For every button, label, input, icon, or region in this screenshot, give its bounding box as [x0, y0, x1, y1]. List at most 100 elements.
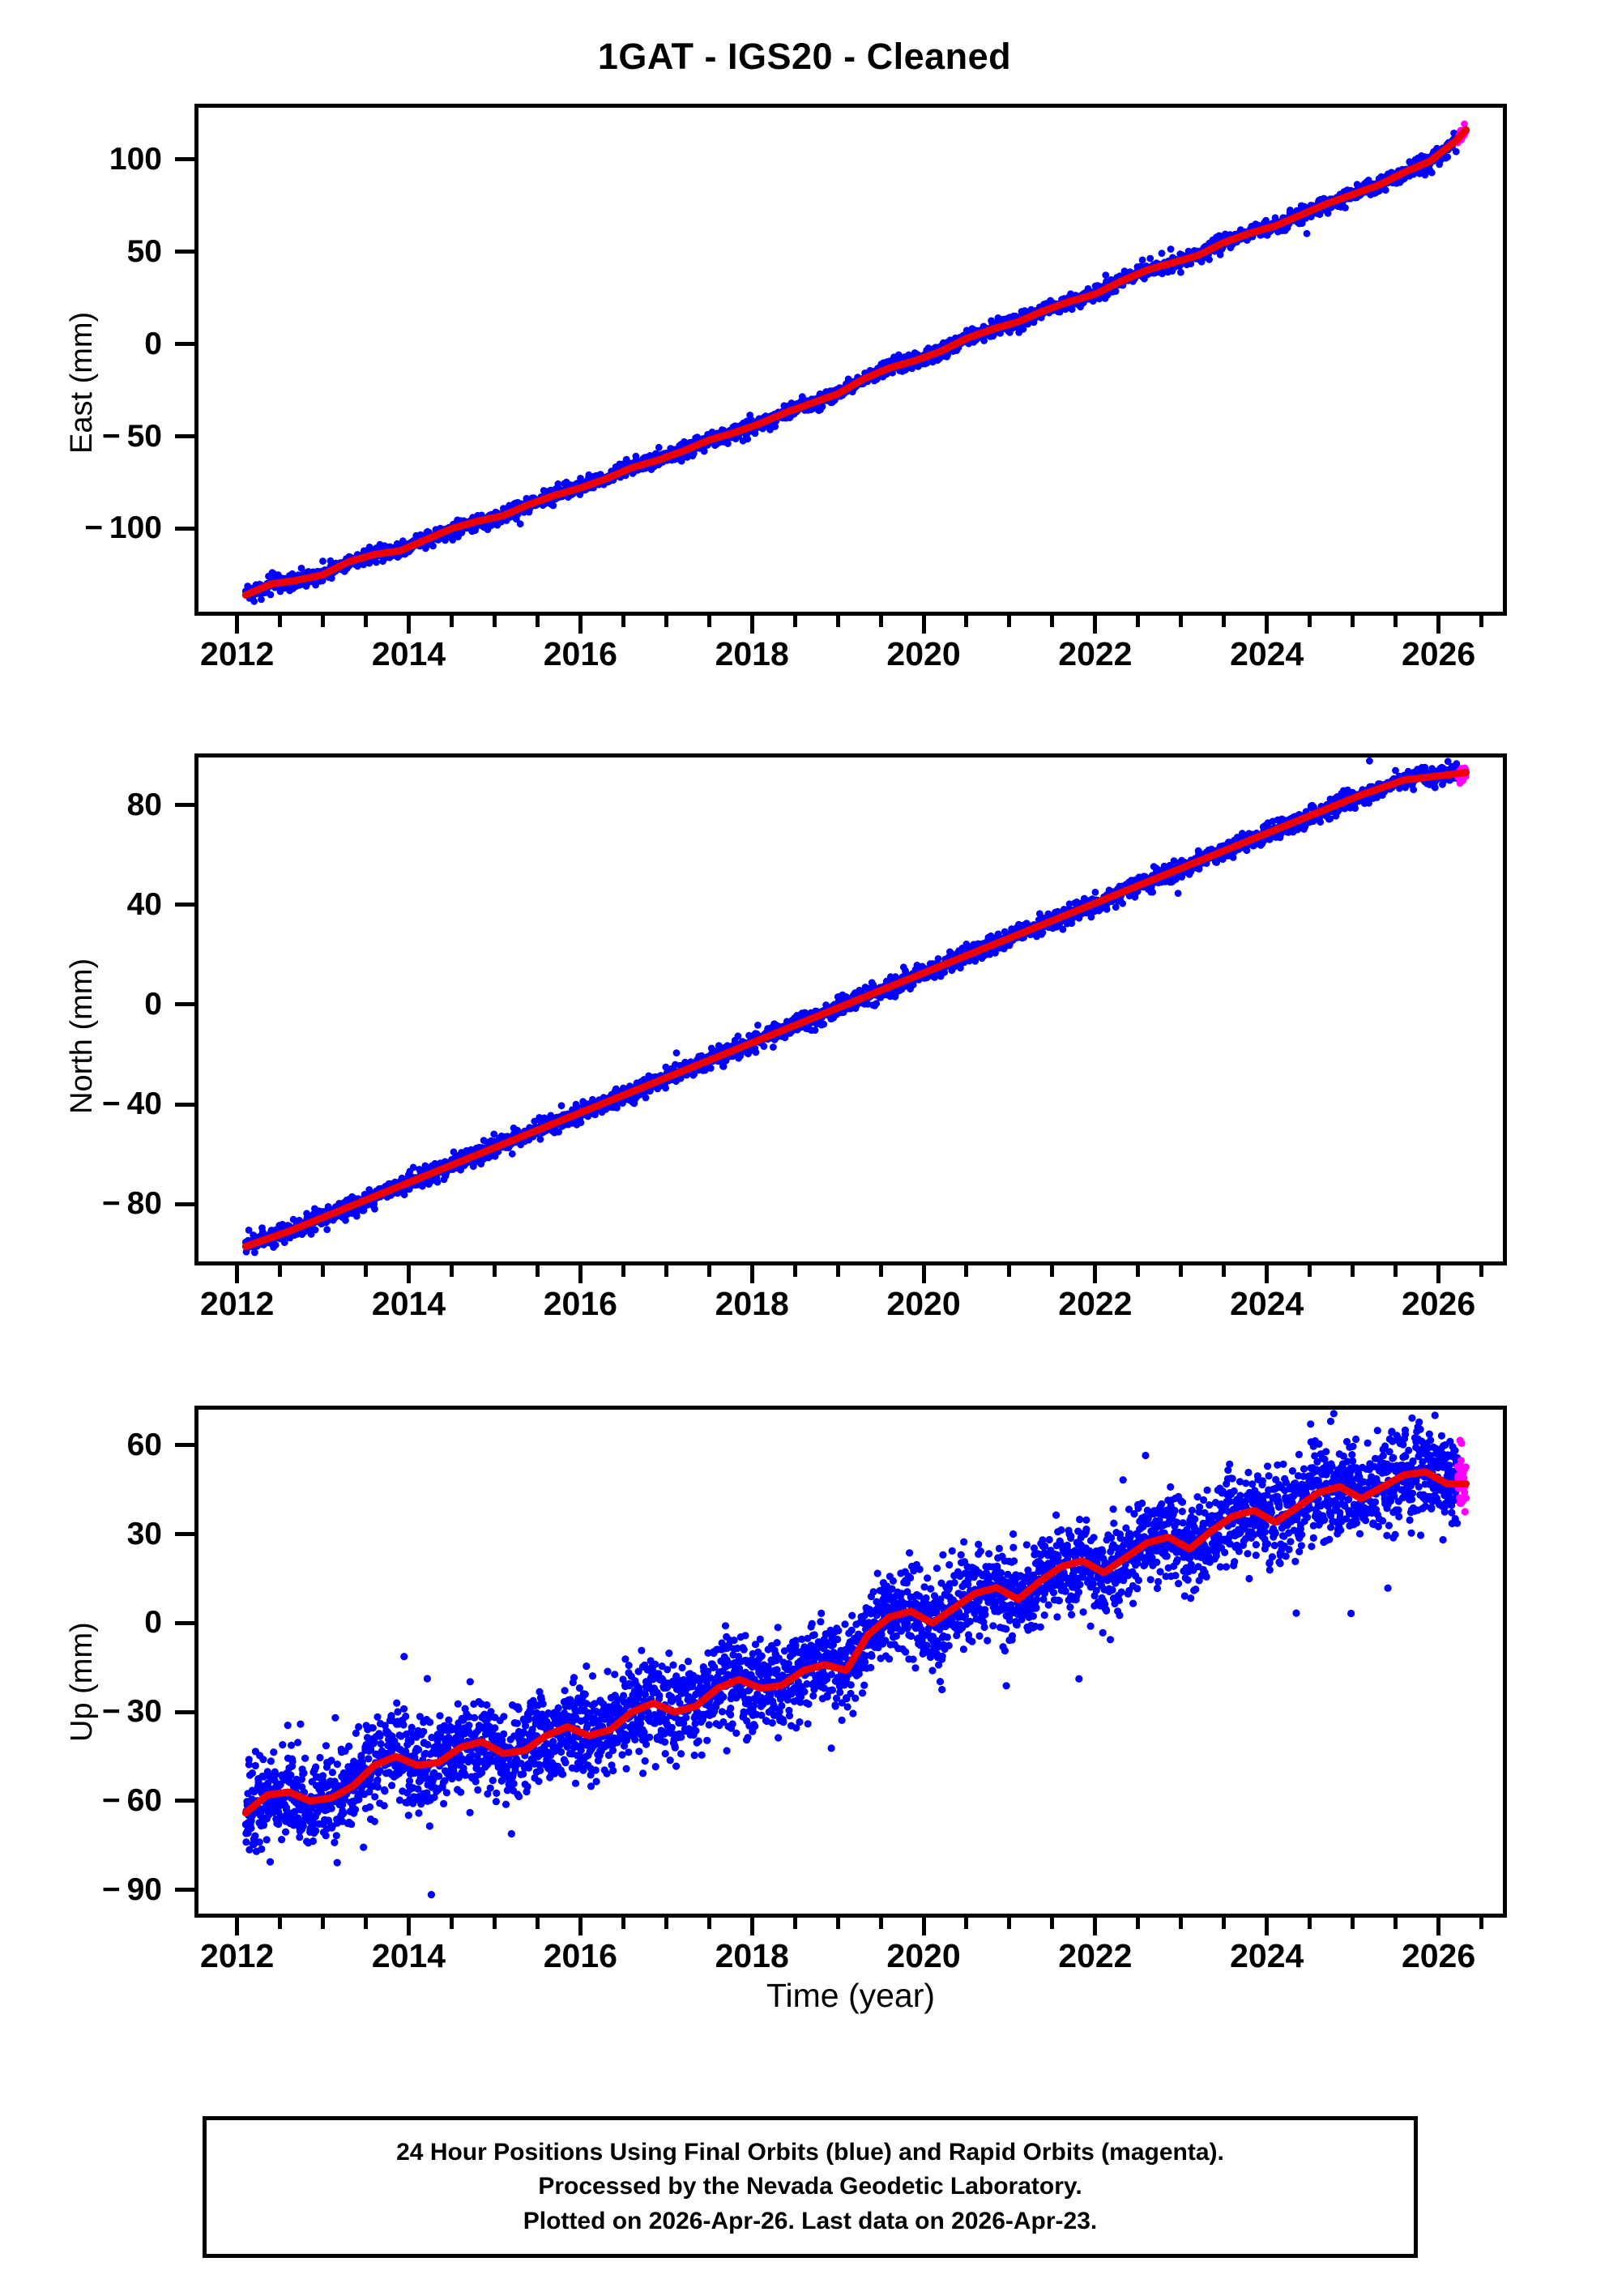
x-tick-mark-minor — [1050, 616, 1055, 627]
y-tick-label: 30 — [126, 1516, 162, 1551]
y-tick-label: − 50 — [102, 418, 162, 454]
x-tick-mark-minor — [835, 1918, 840, 1929]
page-title: 1GAT - IGS20 - Cleaned — [597, 36, 1012, 77]
x-tick-mark-major — [235, 1918, 240, 1935]
y-tick-mark — [175, 1201, 194, 1206]
x-tick-mark-major — [749, 1265, 754, 1283]
y-tick-label: − 90 — [102, 1871, 162, 1907]
x-tick-mark-minor — [1308, 1265, 1312, 1277]
y-tick-label: 0 — [144, 1605, 162, 1641]
x-tick-mark-minor — [878, 1265, 883, 1277]
x-tick-mark-major — [407, 616, 411, 634]
x-tick-mark-minor — [706, 616, 711, 627]
x-tick-mark-minor — [1179, 616, 1184, 627]
x-tick-mark-major — [578, 616, 583, 634]
y-tick-mark — [175, 1799, 194, 1803]
x-tick-mark-minor — [621, 616, 625, 627]
x-tick-mark-minor — [535, 1265, 540, 1277]
x-tick-mark-minor — [706, 1265, 711, 1277]
y-tick-label: 40 — [126, 886, 162, 922]
x-tick-label: 2016 — [543, 1285, 617, 1322]
y-tick-mark — [175, 1002, 194, 1007]
x-tick-mark-major — [1436, 616, 1441, 634]
y-tick-mark — [175, 1888, 194, 1893]
x-tick-mark-minor — [1050, 1265, 1055, 1277]
x-tick-mark-minor — [878, 1918, 883, 1929]
x-tick-label: 2012 — [200, 1285, 275, 1322]
x-tick-mark-minor — [535, 616, 540, 627]
x-tick-label: 2020 — [886, 1285, 961, 1322]
x-tick-mark-major — [407, 1265, 411, 1283]
y-tick-mark — [175, 1532, 194, 1537]
x-tick-mark-minor — [1479, 1918, 1484, 1929]
y-tick-label: 0 — [144, 326, 162, 361]
x-tick-mark-minor — [664, 1265, 668, 1277]
x-tick-mark-minor — [492, 1265, 497, 1277]
up-data-canvas — [241, 1410, 1470, 1899]
x-tick-mark-minor — [321, 616, 326, 627]
x-tick-mark-minor — [835, 616, 840, 627]
x-tick-label: 2026 — [1401, 1285, 1476, 1322]
y-tick-mark — [175, 250, 194, 254]
x-tick-mark-minor — [1393, 1918, 1398, 1929]
x-tick-label: 2018 — [715, 1285, 789, 1322]
y-tick-mark — [175, 526, 194, 531]
x-tick-mark-major — [578, 1918, 583, 1935]
x-tick-label: 2014 — [371, 635, 446, 672]
y-tick-label: − 40 — [102, 1086, 162, 1121]
x-tick-mark-minor — [1050, 1918, 1055, 1929]
x-tick-label: 2016 — [543, 635, 617, 672]
x-tick-mark-minor — [1007, 1265, 1012, 1277]
footer-line-2: Processed by the Nevada Geodetic Laborat… — [538, 2173, 1082, 2200]
x-tick-mark-major — [921, 1918, 926, 1935]
x-tick-label: 2026 — [1401, 635, 1476, 672]
x-tick-mark-major — [1265, 1265, 1270, 1283]
y-tick-label: − 100 — [84, 510, 162, 546]
footer-line-3: Plotted on 2026-Apr-26. Last data on 202… — [523, 2207, 1098, 2234]
x-tick-mark-minor — [621, 1918, 625, 1929]
y-tick-label: − 30 — [102, 1694, 162, 1730]
x-tick-mark-major — [1265, 1918, 1270, 1935]
x-tick-mark-major — [1093, 1918, 1098, 1935]
y-tick-label: 0 — [144, 986, 162, 1022]
x-tick-mark-minor — [364, 1265, 369, 1277]
x-tick-mark-major — [921, 1265, 926, 1283]
x-tick-mark-minor — [449, 1265, 454, 1277]
east-data-canvas — [241, 120, 1470, 605]
x-tick-mark-major — [1436, 1265, 1441, 1283]
x-tick-mark-minor — [1479, 616, 1484, 627]
x-tick-mark-minor — [1351, 1265, 1355, 1277]
x-tick-label: 2020 — [886, 635, 961, 672]
model-fit-line — [241, 126, 1470, 599]
x-axis-label: Time (year) — [766, 1977, 936, 2014]
x-tick-label: 2022 — [1058, 1285, 1133, 1322]
x-tick-label: 2016 — [543, 1937, 617, 1974]
x-tick-mark-minor — [364, 1918, 369, 1929]
x-tick-label: 2022 — [1058, 1937, 1133, 1974]
x-tick-mark-minor — [321, 1265, 326, 1277]
x-tick-mark-minor — [278, 1918, 283, 1929]
x-tick-mark-minor — [964, 616, 969, 627]
x-tick-mark-minor — [1007, 1918, 1012, 1929]
x-tick-label: 2022 — [1058, 635, 1133, 672]
y-tick-mark — [175, 1620, 194, 1625]
x-tick-mark-minor — [321, 1918, 326, 1929]
y-tick-label: 100 — [109, 141, 162, 177]
x-tick-mark-major — [407, 1918, 411, 1935]
x-tick-label: 2026 — [1401, 1937, 1476, 1974]
x-tick-label: 2024 — [1230, 1937, 1304, 1974]
y-tick-label: 60 — [126, 1427, 162, 1462]
y-tick-mark — [175, 903, 194, 907]
x-tick-label: 2024 — [1230, 635, 1304, 672]
x-tick-mark-minor — [621, 1265, 625, 1277]
x-tick-mark-minor — [1351, 1918, 1355, 1929]
y-tick-label: − 60 — [102, 1782, 162, 1818]
x-tick-mark-minor — [1222, 1918, 1227, 1929]
x-tick-label: 2024 — [1230, 1285, 1304, 1322]
x-tick-mark-major — [1265, 616, 1270, 634]
y-tick-label: 80 — [126, 787, 162, 822]
x-tick-mark-minor — [278, 1265, 283, 1277]
x-tick-mark-minor — [1308, 616, 1312, 627]
x-tick-mark-minor — [1136, 1265, 1141, 1277]
